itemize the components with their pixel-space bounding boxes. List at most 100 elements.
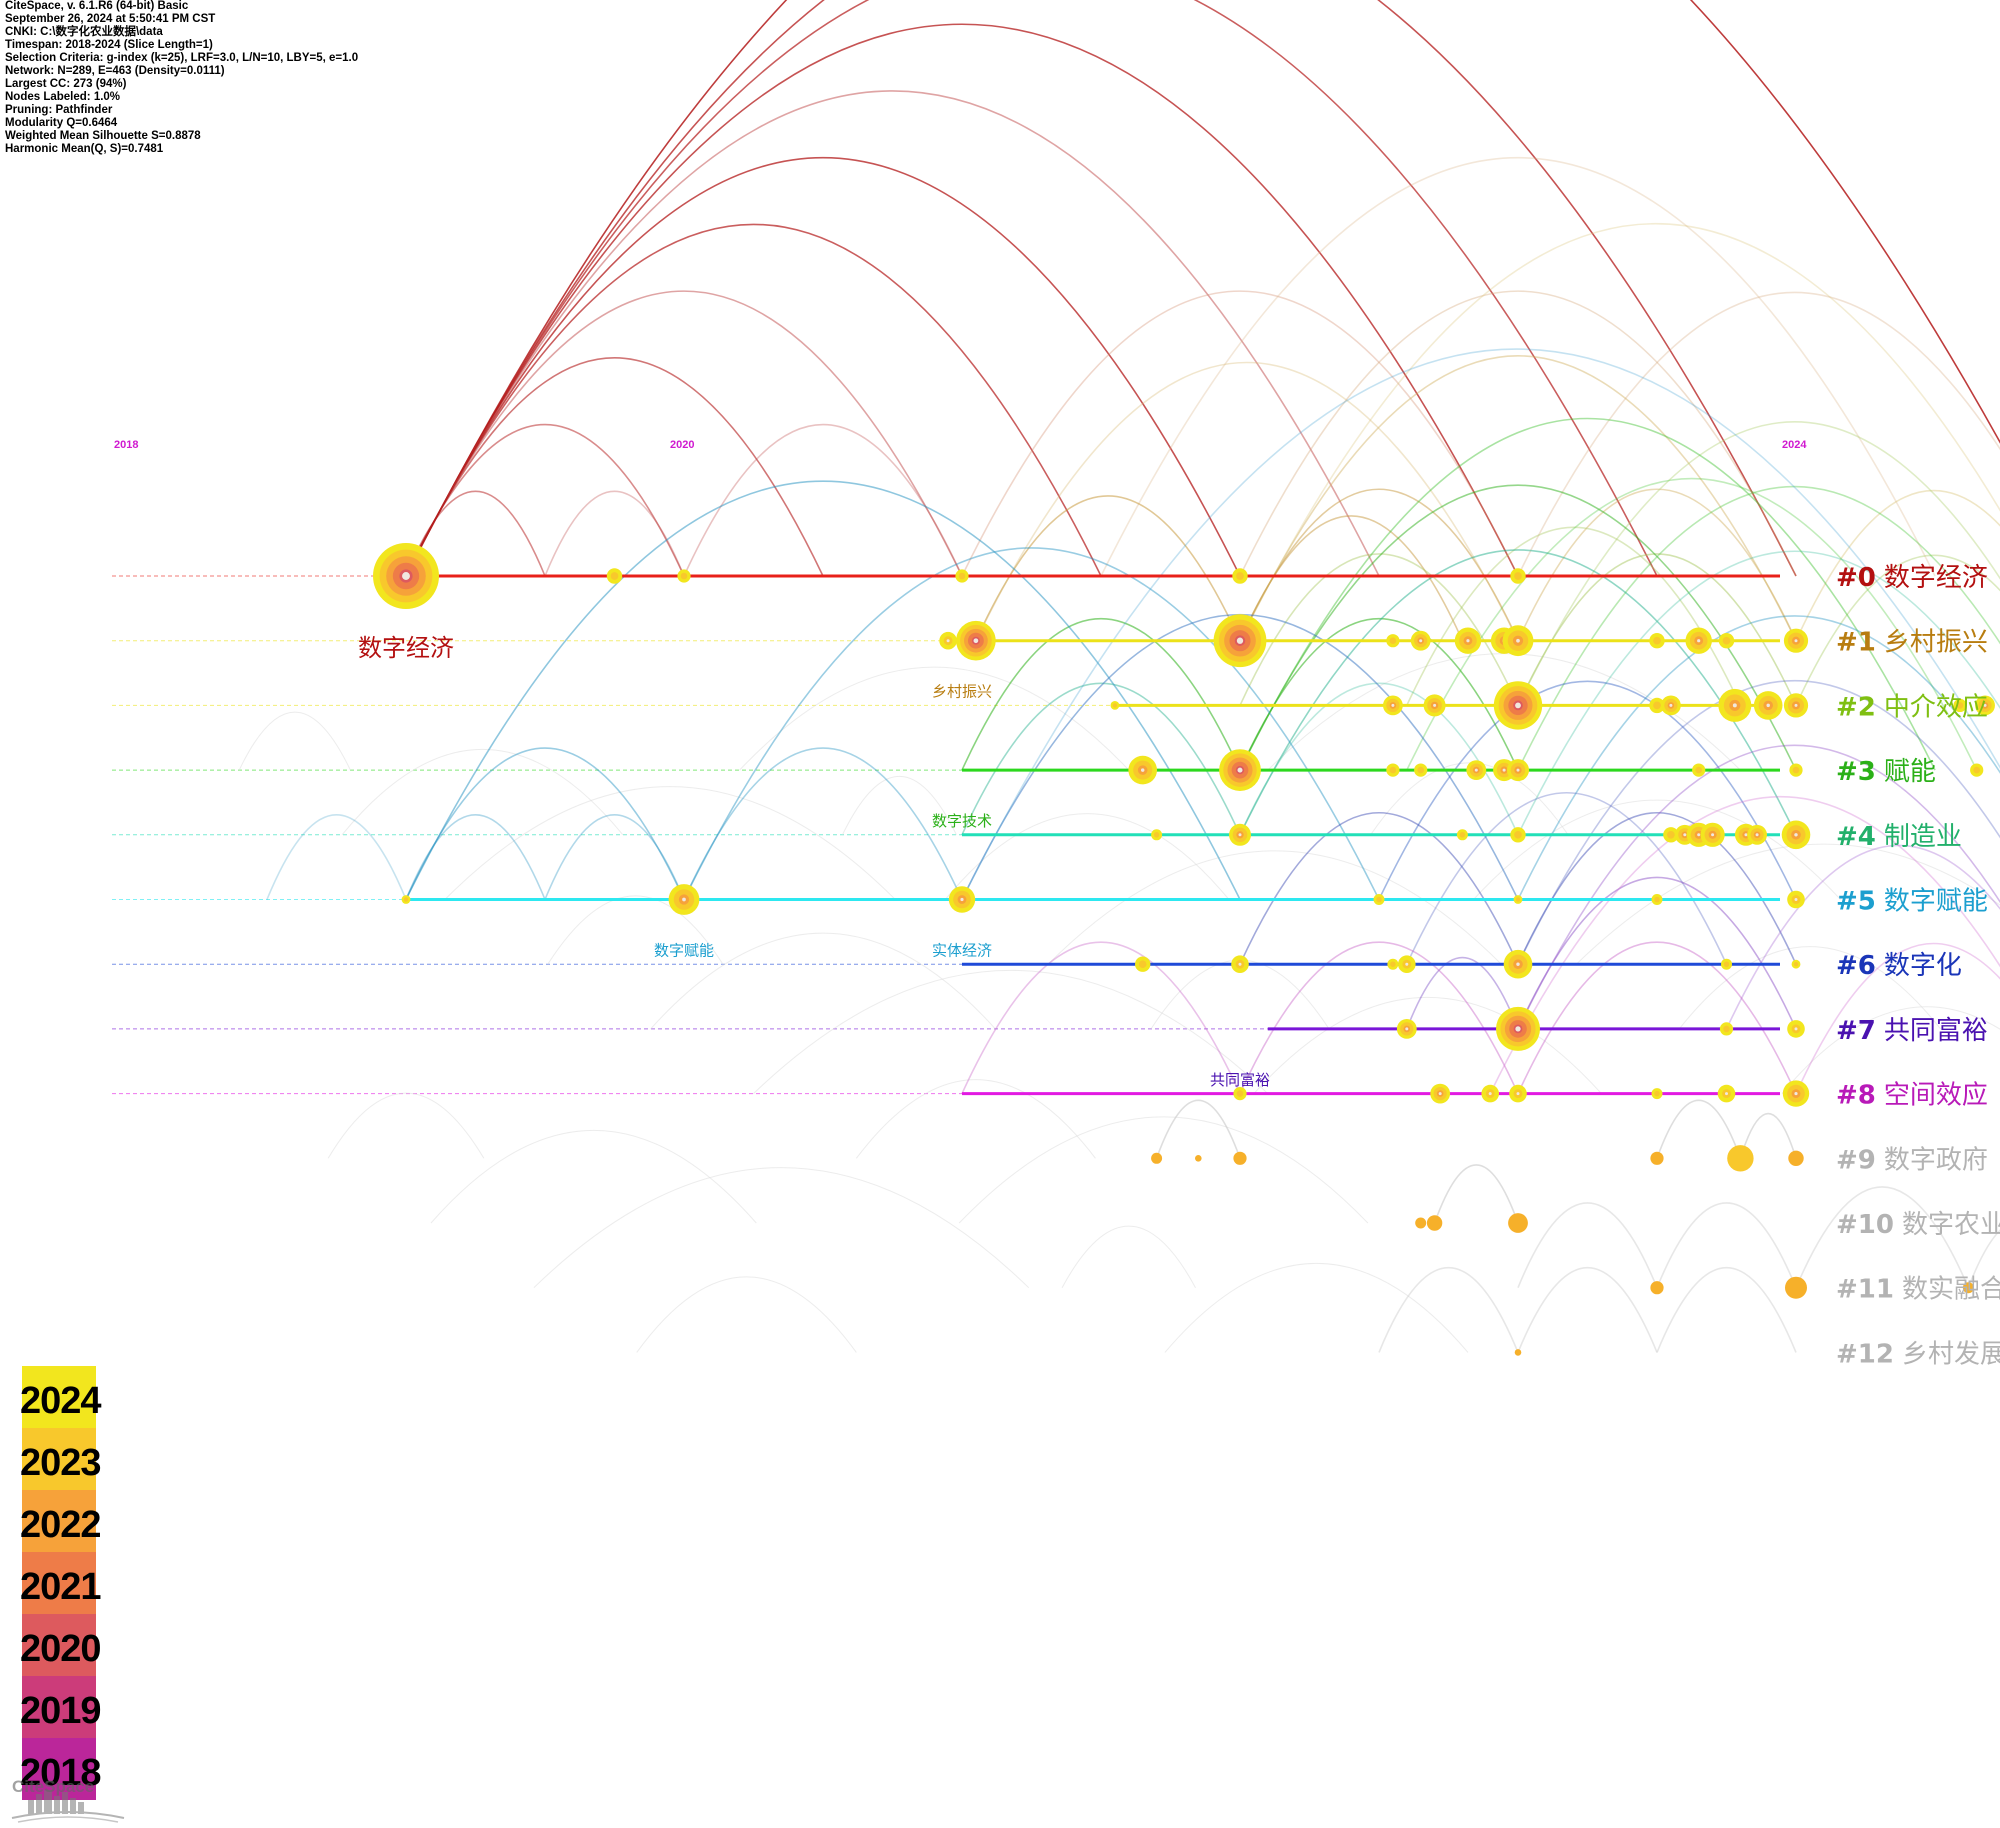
keyword-node[interactable]: [1509, 1084, 1527, 1103]
keyword-node[interactable]: [1110, 701, 1120, 710]
node-label: 共同富裕: [1210, 1071, 1270, 1089]
keyword-node[interactable]: [1661, 695, 1681, 716]
keyword-node[interactable]: [1785, 1276, 1807, 1299]
keyword-node[interactable]: [1514, 1349, 1522, 1356]
keyword-node[interactable]: [1649, 697, 1665, 714]
keyword-node[interactable]: [1454, 627, 1482, 654]
keyword-node[interactable]: [1718, 633, 1735, 649]
keyword-node[interactable]: [1386, 763, 1400, 777]
keyword-node[interactable]: [1466, 760, 1487, 780]
keyword-node[interactable]: [1232, 568, 1248, 584]
keyword-nodes[interactable]: [373, 543, 2000, 1356]
keyword-node[interactable]: [1975, 695, 1995, 716]
keyword-node[interactable]: [1233, 1151, 1247, 1165]
citation-arc: [961, 682, 1241, 836]
keyword-node[interactable]: [1231, 955, 1249, 973]
keyword-node[interactable]: [606, 568, 623, 584]
run-info-line: Pruning: Pathfinder: [5, 104, 113, 116]
keyword-node[interactable]: [1970, 763, 1984, 777]
keyword-node[interactable]: [1398, 955, 1416, 973]
keyword-node[interactable]: [1507, 759, 1529, 782]
keyword-node[interactable]: [956, 620, 996, 661]
keyword-node[interactable]: [1430, 1083, 1451, 1104]
keyword-node[interactable]: [1396, 1019, 1417, 1039]
keyword-node[interactable]: [1386, 634, 1400, 648]
keyword-node[interactable]: [1415, 1217, 1427, 1229]
keyword-node[interactable]: [1650, 1281, 1664, 1295]
node-ring: [1236, 572, 1244, 580]
keyword-node[interactable]: [1503, 949, 1533, 979]
keyword-node[interactable]: [1727, 1145, 1754, 1172]
keyword-node[interactable]: [1788, 1150, 1804, 1167]
keyword-node[interactable]: [1783, 628, 1809, 653]
cluster-name: 共同富裕: [1884, 1016, 1988, 1046]
keyword-node[interactable]: [1651, 894, 1663, 905]
citation-arc: [1406, 956, 1519, 1030]
keyword-node[interactable]: [1783, 693, 1809, 718]
keyword-node[interactable]: [1508, 1213, 1528, 1233]
background-arc: [1370, 762, 1569, 836]
keyword-node[interactable]: [1787, 890, 1805, 909]
keyword-node[interactable]: [1747, 824, 1767, 845]
keyword-node[interactable]: [1128, 755, 1157, 785]
keyword-node[interactable]: [1719, 1022, 1734, 1036]
keyword-node[interactable]: [1782, 1080, 1810, 1107]
keyword-node[interactable]: [1700, 822, 1725, 847]
citation-arc: [405, 357, 824, 577]
keyword-node[interactable]: [1791, 959, 1801, 969]
keyword-node[interactable]: [1423, 694, 1446, 717]
keyword-node[interactable]: [1426, 1215, 1443, 1231]
keyword-node[interactable]: [1718, 688, 1752, 722]
keyword-node[interactable]: [1135, 956, 1151, 972]
keyword-node[interactable]: [1781, 820, 1811, 850]
keyword-node[interactable]: [1953, 698, 1967, 713]
keyword-node[interactable]: [668, 884, 700, 915]
keyword-node[interactable]: [1510, 568, 1526, 584]
keyword-node[interactable]: [1456, 829, 1468, 841]
keyword-node[interactable]: [1414, 763, 1428, 777]
keyword-node[interactable]: [1685, 627, 1712, 654]
keyword-node[interactable]: [1510, 827, 1526, 843]
keyword-node[interactable]: [677, 569, 691, 583]
keyword-node[interactable]: [1213, 614, 1267, 668]
keyword-node[interactable]: [1663, 827, 1679, 843]
keyword-node[interactable]: [1387, 958, 1399, 970]
keyword-node[interactable]: [1229, 823, 1251, 846]
keyword-node[interactable]: [1195, 1155, 1202, 1162]
keyword-node[interactable]: [1233, 1087, 1247, 1101]
citation-arc: [1656, 1099, 1742, 1159]
keyword-node[interactable]: [1692, 763, 1706, 777]
keyword-node[interactable]: [1513, 895, 1523, 904]
keyword-node[interactable]: [1151, 1152, 1163, 1164]
citation-arc: [544, 813, 685, 900]
keyword-node[interactable]: [1383, 695, 1403, 716]
keyword-node[interactable]: [1650, 1151, 1664, 1165]
keyword-node[interactable]: [948, 886, 976, 913]
keyword-node[interactable]: [1410, 630, 1431, 651]
citespace-logo: CiteSpace: [11, 1777, 125, 1823]
keyword-node[interactable]: [1753, 691, 1783, 720]
keyword-node[interactable]: [1373, 894, 1385, 905]
keyword-node[interactable]: [401, 895, 411, 904]
keyword-node[interactable]: [1651, 1088, 1663, 1100]
keyword-node[interactable]: [1721, 958, 1732, 970]
keyword-node[interactable]: [1649, 633, 1665, 649]
node-core: [1725, 1092, 1728, 1096]
keyword-node[interactable]: [1151, 829, 1163, 841]
keyword-node[interactable]: [1481, 1084, 1499, 1103]
keyword-node[interactable]: [1717, 1084, 1736, 1103]
keyword-node[interactable]: [955, 569, 969, 583]
keyword-node[interactable]: [1219, 749, 1261, 791]
citation-arc: [1239, 484, 1797, 771]
node-core: [1236, 637, 1244, 644]
keyword-node[interactable]: [1787, 1020, 1805, 1038]
node-core: [1516, 768, 1520, 772]
keyword-node[interactable]: [373, 543, 439, 609]
keyword-node[interactable]: [1789, 763, 1803, 777]
keyword-node[interactable]: [939, 631, 957, 650]
keyword-node[interactable]: [1493, 681, 1543, 730]
keyword-node[interactable]: [1496, 1006, 1540, 1051]
keyword-node[interactable]: [1962, 1282, 1974, 1294]
keyword-node[interactable]: [1502, 625, 1534, 657]
